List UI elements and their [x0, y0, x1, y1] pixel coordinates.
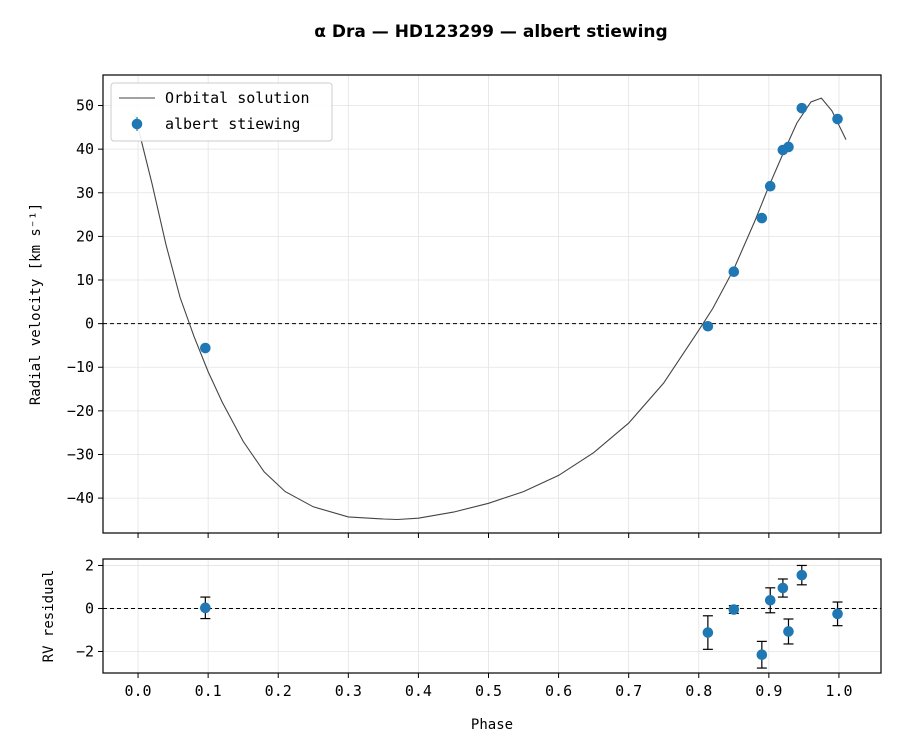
rv-data-point [728, 266, 740, 278]
x-axis-label: Phase [471, 717, 513, 733]
residual-data-point [200, 602, 211, 614]
y-tick-label: −10 [67, 358, 94, 376]
x-tick-label: 0.2 [265, 682, 292, 700]
residual-data-point [756, 649, 768, 661]
x-tick-label: 0.6 [545, 682, 572, 700]
legend-box [110, 82, 333, 142]
x-tick-label: 0.5 [475, 682, 502, 700]
residual-data-point [728, 604, 740, 615]
y-tick-label: −40 [67, 489, 94, 507]
y-tick-label: 2 [85, 556, 94, 574]
y-tick-label: 10 [76, 271, 94, 289]
y-tick-label: −20 [67, 402, 94, 420]
x-tick-label: 0.7 [615, 682, 642, 700]
x-tick-label: 0.8 [685, 682, 712, 700]
main-grid [103, 75, 881, 533]
legend-label: Orbital solution [165, 89, 310, 107]
y-axis-label: Radial velocity [km s⁻¹] [28, 203, 44, 405]
orbital-solution-line [133, 97, 847, 521]
y-tick-label: 30 [76, 184, 94, 202]
x-tick-label: 1.0 [825, 682, 852, 700]
rv-data-point [756, 212, 768, 224]
y-tick-label: 0 [85, 599, 94, 617]
residual-y-axis-label: RV residual [41, 570, 57, 663]
residual-data-point [764, 594, 776, 606]
y-tick-label: 50 [76, 97, 94, 115]
rv-data-point [796, 102, 808, 114]
residual-data-point [702, 627, 714, 638]
x-tick-label: 0.1 [195, 682, 222, 700]
residual-axes-frame [102, 558, 882, 674]
y-tick-label: −30 [67, 445, 94, 463]
legend: Orbital solution albert stiewing [110, 82, 333, 142]
legend-marker-swatch [131, 118, 143, 130]
residual-data-point [777, 582, 789, 594]
x-tick-label: 0.0 [124, 682, 151, 700]
main-panel: −40 −30 −20 −10 0 10 20 30 40 50 Radial velocity [… [28, 74, 882, 538]
rv-data-point [832, 113, 843, 125]
y-tick-label: 0 [85, 315, 94, 333]
rv-data-point [783, 141, 794, 153]
rv-data-point [764, 180, 776, 192]
main-axes-frame [102, 74, 882, 534]
x-tick-label: 0.3 [335, 682, 362, 700]
y-tick-label: 40 [76, 140, 94, 158]
residual-data-point [796, 569, 808, 581]
residual-data-point [783, 626, 794, 637]
residual-panel: −2 0 2 0.0 0.1 0.2 0.3 0.4 0.5 0.6 0.7 0.8 0.9 1.0 RV … [41, 556, 882, 733]
y-tick-label: −2 [76, 642, 94, 660]
chart-title: α Dra — HD123299 — albert stiewing [314, 22, 667, 42]
x-tick-label: 0.9 [755, 682, 782, 700]
rv-data-point [702, 320, 714, 332]
legend-label: albert stiewing [165, 115, 300, 133]
y-tick-label: 20 [76, 227, 94, 245]
x-tick-label: 0.4 [405, 682, 432, 700]
rv-data-point [200, 342, 211, 354]
residual-data-point [832, 608, 843, 620]
